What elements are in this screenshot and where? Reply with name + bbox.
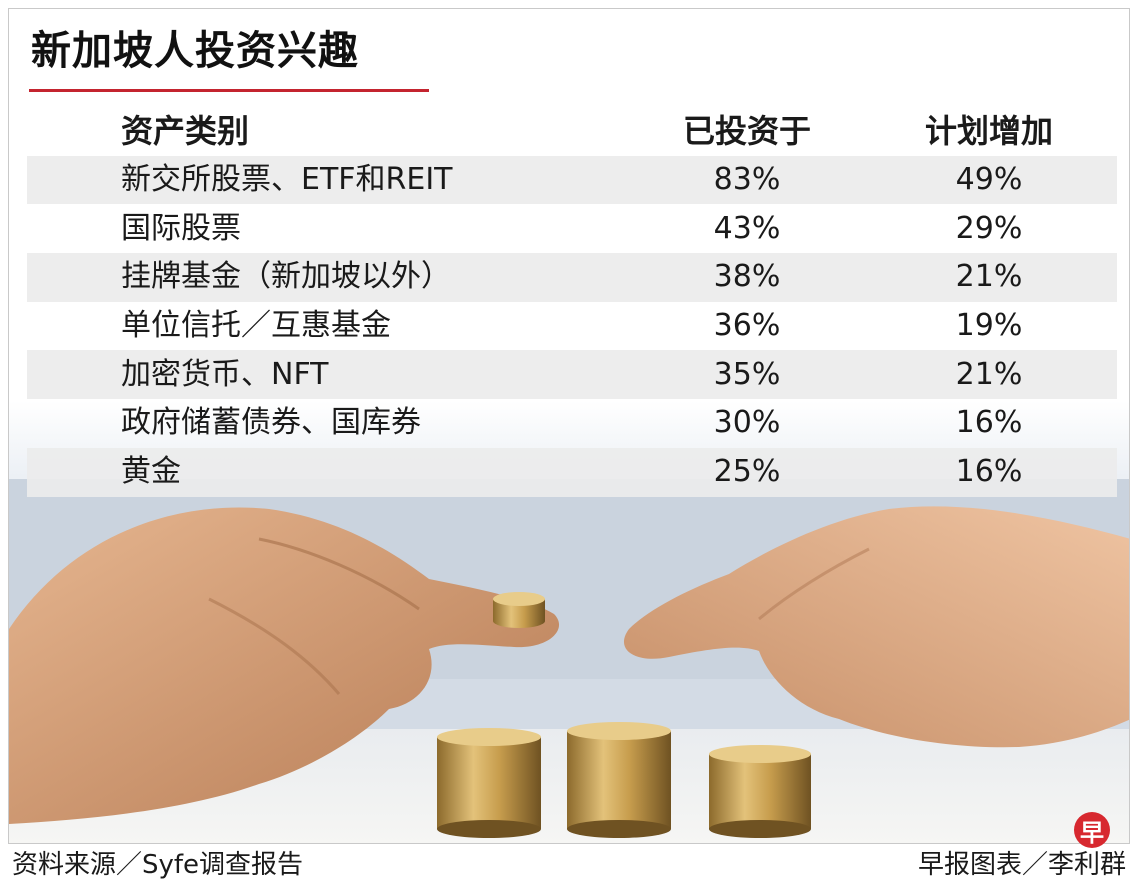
footer: 资料来源／Syfe调查报告 早报图表／李利群 xyxy=(0,846,1140,884)
source-note: 资料来源／Syfe调查报告 xyxy=(12,850,304,880)
hands-stacking-coins-photo xyxy=(9,479,1129,843)
row-planned-value: 21% xyxy=(955,356,1023,392)
table-row: 政府储蓄债券、国库券 30% 16% xyxy=(27,399,1117,448)
table-row: 挂牌基金（新加坡以外） 38% 21% xyxy=(27,253,1117,302)
row-invested-value: 36% xyxy=(713,308,781,344)
row-category: 加密货币、NFT xyxy=(121,356,329,392)
row-invested-value: 38% xyxy=(713,259,781,295)
table-row: 国际股票 43% 29% xyxy=(27,204,1117,253)
row-category: 单位信托／互惠基金 xyxy=(121,308,391,344)
graphic-credit: 早报图表／李利群 xyxy=(917,850,1126,880)
row-category: 政府储蓄债券、国库券 xyxy=(121,405,421,441)
row-invested-value: 43% xyxy=(713,210,781,246)
investment-table: 资产类别 已投资于 计划增加 新交所股票、ETF和REIT 83% 49% 国际… xyxy=(27,107,1117,497)
table-row: 单位信托／互惠基金 36% 19% xyxy=(27,302,1117,351)
column-header-planned: 计划增加 xyxy=(924,112,1053,151)
title-underline xyxy=(29,89,429,92)
table-row: 新交所股票、ETF和REIT 83% 49% xyxy=(27,155,1117,205)
row-invested-value: 30% xyxy=(713,405,781,441)
row-planned-value: 29% xyxy=(955,210,1023,246)
infographic-frame: 新加坡人投资兴趣 xyxy=(8,8,1130,844)
row-planned-value: 19% xyxy=(955,308,1023,344)
row-category: 黄金 xyxy=(121,454,181,490)
row-planned-value: 21% xyxy=(955,259,1023,295)
table-row: 黄金 25% 16% xyxy=(27,447,1117,497)
row-category: 挂牌基金（新加坡以外） xyxy=(121,259,451,295)
row-planned-value: 16% xyxy=(955,405,1023,441)
row-invested-value: 83% xyxy=(713,162,781,198)
row-invested-value: 35% xyxy=(713,356,781,392)
row-planned-value: 16% xyxy=(955,454,1023,490)
zaobao-logo: 早 xyxy=(1074,812,1110,848)
column-header-invested: 已投资于 xyxy=(682,112,811,151)
chart-title: 新加坡人投资兴趣 xyxy=(31,28,359,74)
column-header-category: 资产类别 xyxy=(121,112,250,151)
row-invested-value: 25% xyxy=(713,454,781,490)
row-category: 新交所股票、ETF和REIT xyxy=(121,162,453,198)
table-row: 加密货币、NFT 35% 21% xyxy=(27,350,1117,400)
table-header-row: 资产类别 已投资于 计划增加 xyxy=(27,107,1117,156)
row-planned-value: 49% xyxy=(955,162,1023,198)
row-category: 国际股票 xyxy=(121,210,241,246)
